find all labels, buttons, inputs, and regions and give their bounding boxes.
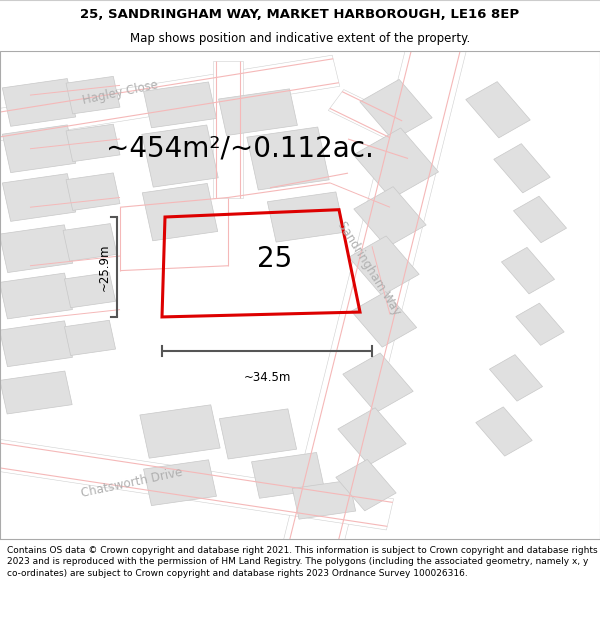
Text: Map shows position and indicative extent of the property.: Map shows position and indicative extent… [130,32,470,45]
Polygon shape [247,127,329,190]
Polygon shape [64,272,116,308]
Polygon shape [66,76,120,114]
Polygon shape [0,436,394,530]
Polygon shape [143,82,217,127]
Polygon shape [2,174,76,221]
Polygon shape [0,273,73,319]
Polygon shape [353,128,439,199]
Text: Chatsworth Drive: Chatsworth Drive [80,466,184,500]
Text: 25, SANDRINGHAM WAY, MARKET HARBOROUGH, LE16 8EP: 25, SANDRINGHAM WAY, MARKET HARBOROUGH, … [80,8,520,21]
Polygon shape [352,292,416,347]
Polygon shape [142,125,218,187]
Polygon shape [292,481,356,519]
Polygon shape [349,236,419,296]
Polygon shape [354,187,426,248]
Polygon shape [490,354,542,401]
Polygon shape [63,224,117,261]
Text: ~34.5m: ~34.5m [244,371,290,384]
Polygon shape [476,407,532,456]
Polygon shape [66,173,120,211]
Polygon shape [336,459,396,511]
Polygon shape [0,321,73,367]
Polygon shape [343,353,413,412]
Polygon shape [494,144,550,193]
Polygon shape [466,82,530,138]
Polygon shape [218,89,298,136]
Polygon shape [64,320,116,356]
Text: Contains OS data © Crown copyright and database right 2021. This information is : Contains OS data © Crown copyright and d… [7,546,598,578]
Polygon shape [502,248,554,294]
Polygon shape [283,37,467,553]
Polygon shape [338,408,406,465]
Polygon shape [143,460,217,506]
Polygon shape [251,452,325,498]
Polygon shape [0,371,72,414]
Polygon shape [2,79,76,126]
Text: ~25.9m: ~25.9m [97,243,110,291]
Polygon shape [360,79,432,140]
Polygon shape [2,125,76,172]
Text: ~454m²/~0.112ac.: ~454m²/~0.112ac. [106,135,374,162]
Polygon shape [328,89,404,140]
Polygon shape [0,55,340,145]
Text: Sandringham Way: Sandringham Way [335,219,403,318]
Text: Hagley Close: Hagley Close [81,78,159,107]
Polygon shape [268,192,344,242]
Text: 25: 25 [257,245,292,273]
Polygon shape [220,409,296,459]
Polygon shape [142,184,218,241]
Polygon shape [0,225,73,272]
Polygon shape [66,124,120,162]
Polygon shape [213,61,243,198]
Polygon shape [514,196,566,242]
Polygon shape [516,303,564,346]
Polygon shape [140,405,220,458]
